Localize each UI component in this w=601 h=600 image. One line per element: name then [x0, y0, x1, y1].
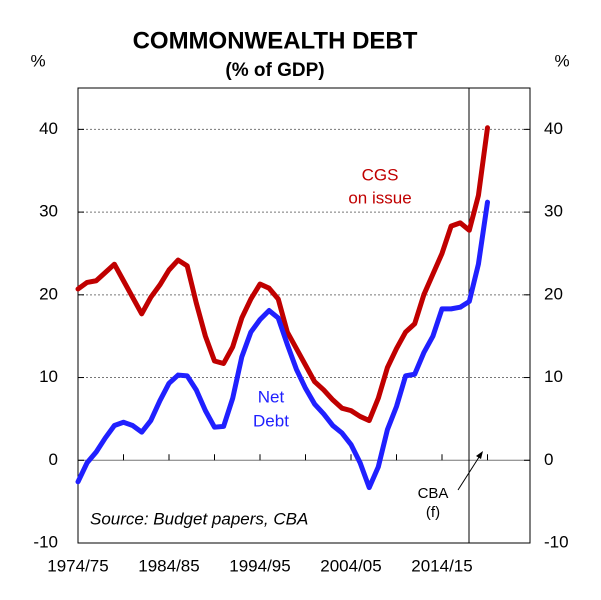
series-label: on issue: [348, 188, 411, 207]
y-axis-label: %: [30, 51, 45, 70]
y-tick-label: 30: [39, 202, 58, 221]
series-line: [75, 199, 490, 491]
y-tick-label: 40: [39, 119, 58, 138]
y2-tick-label: 30: [544, 202, 563, 221]
chart-subtitle: (% of GDP): [225, 60, 324, 81]
plot-frame: [77, 87, 531, 544]
series-label: Net: [258, 387, 285, 406]
y2-tick-label: 40: [544, 119, 563, 138]
series-line: [75, 125, 490, 424]
y2-tick-label: 0: [544, 450, 553, 469]
forecast-arrow-head: [476, 451, 483, 459]
y2-tick-label: -10: [544, 532, 569, 551]
forecast-arrow: [457, 453, 482, 491]
source-note: Source: Budget papers, CBA: [90, 509, 308, 528]
x-tick-label: 1974/75: [47, 556, 108, 575]
y2-axis-label: %: [554, 51, 569, 70]
y2-tick-label: 20: [544, 284, 563, 303]
y-tick-label: 20: [39, 284, 58, 303]
x-tick-label: 2014/15: [411, 556, 472, 575]
y-tick-label: -10: [33, 532, 58, 551]
y2-tick-label: 10: [544, 367, 563, 386]
y-tick-label: 0: [49, 450, 58, 469]
series-label: Debt: [253, 411, 289, 430]
x-tick-label: 1994/95: [229, 556, 290, 575]
x-tick-label: 2004/05: [320, 556, 381, 575]
forecast-label: CBA: [418, 485, 449, 502]
x-tick-label: 1984/85: [138, 556, 199, 575]
y-tick-label: 10: [39, 367, 58, 386]
chart-title: COMMONWEALTH DEBT: [133, 27, 418, 54]
forecast-label: (f): [426, 504, 440, 521]
series-label: CGS: [362, 165, 399, 184]
